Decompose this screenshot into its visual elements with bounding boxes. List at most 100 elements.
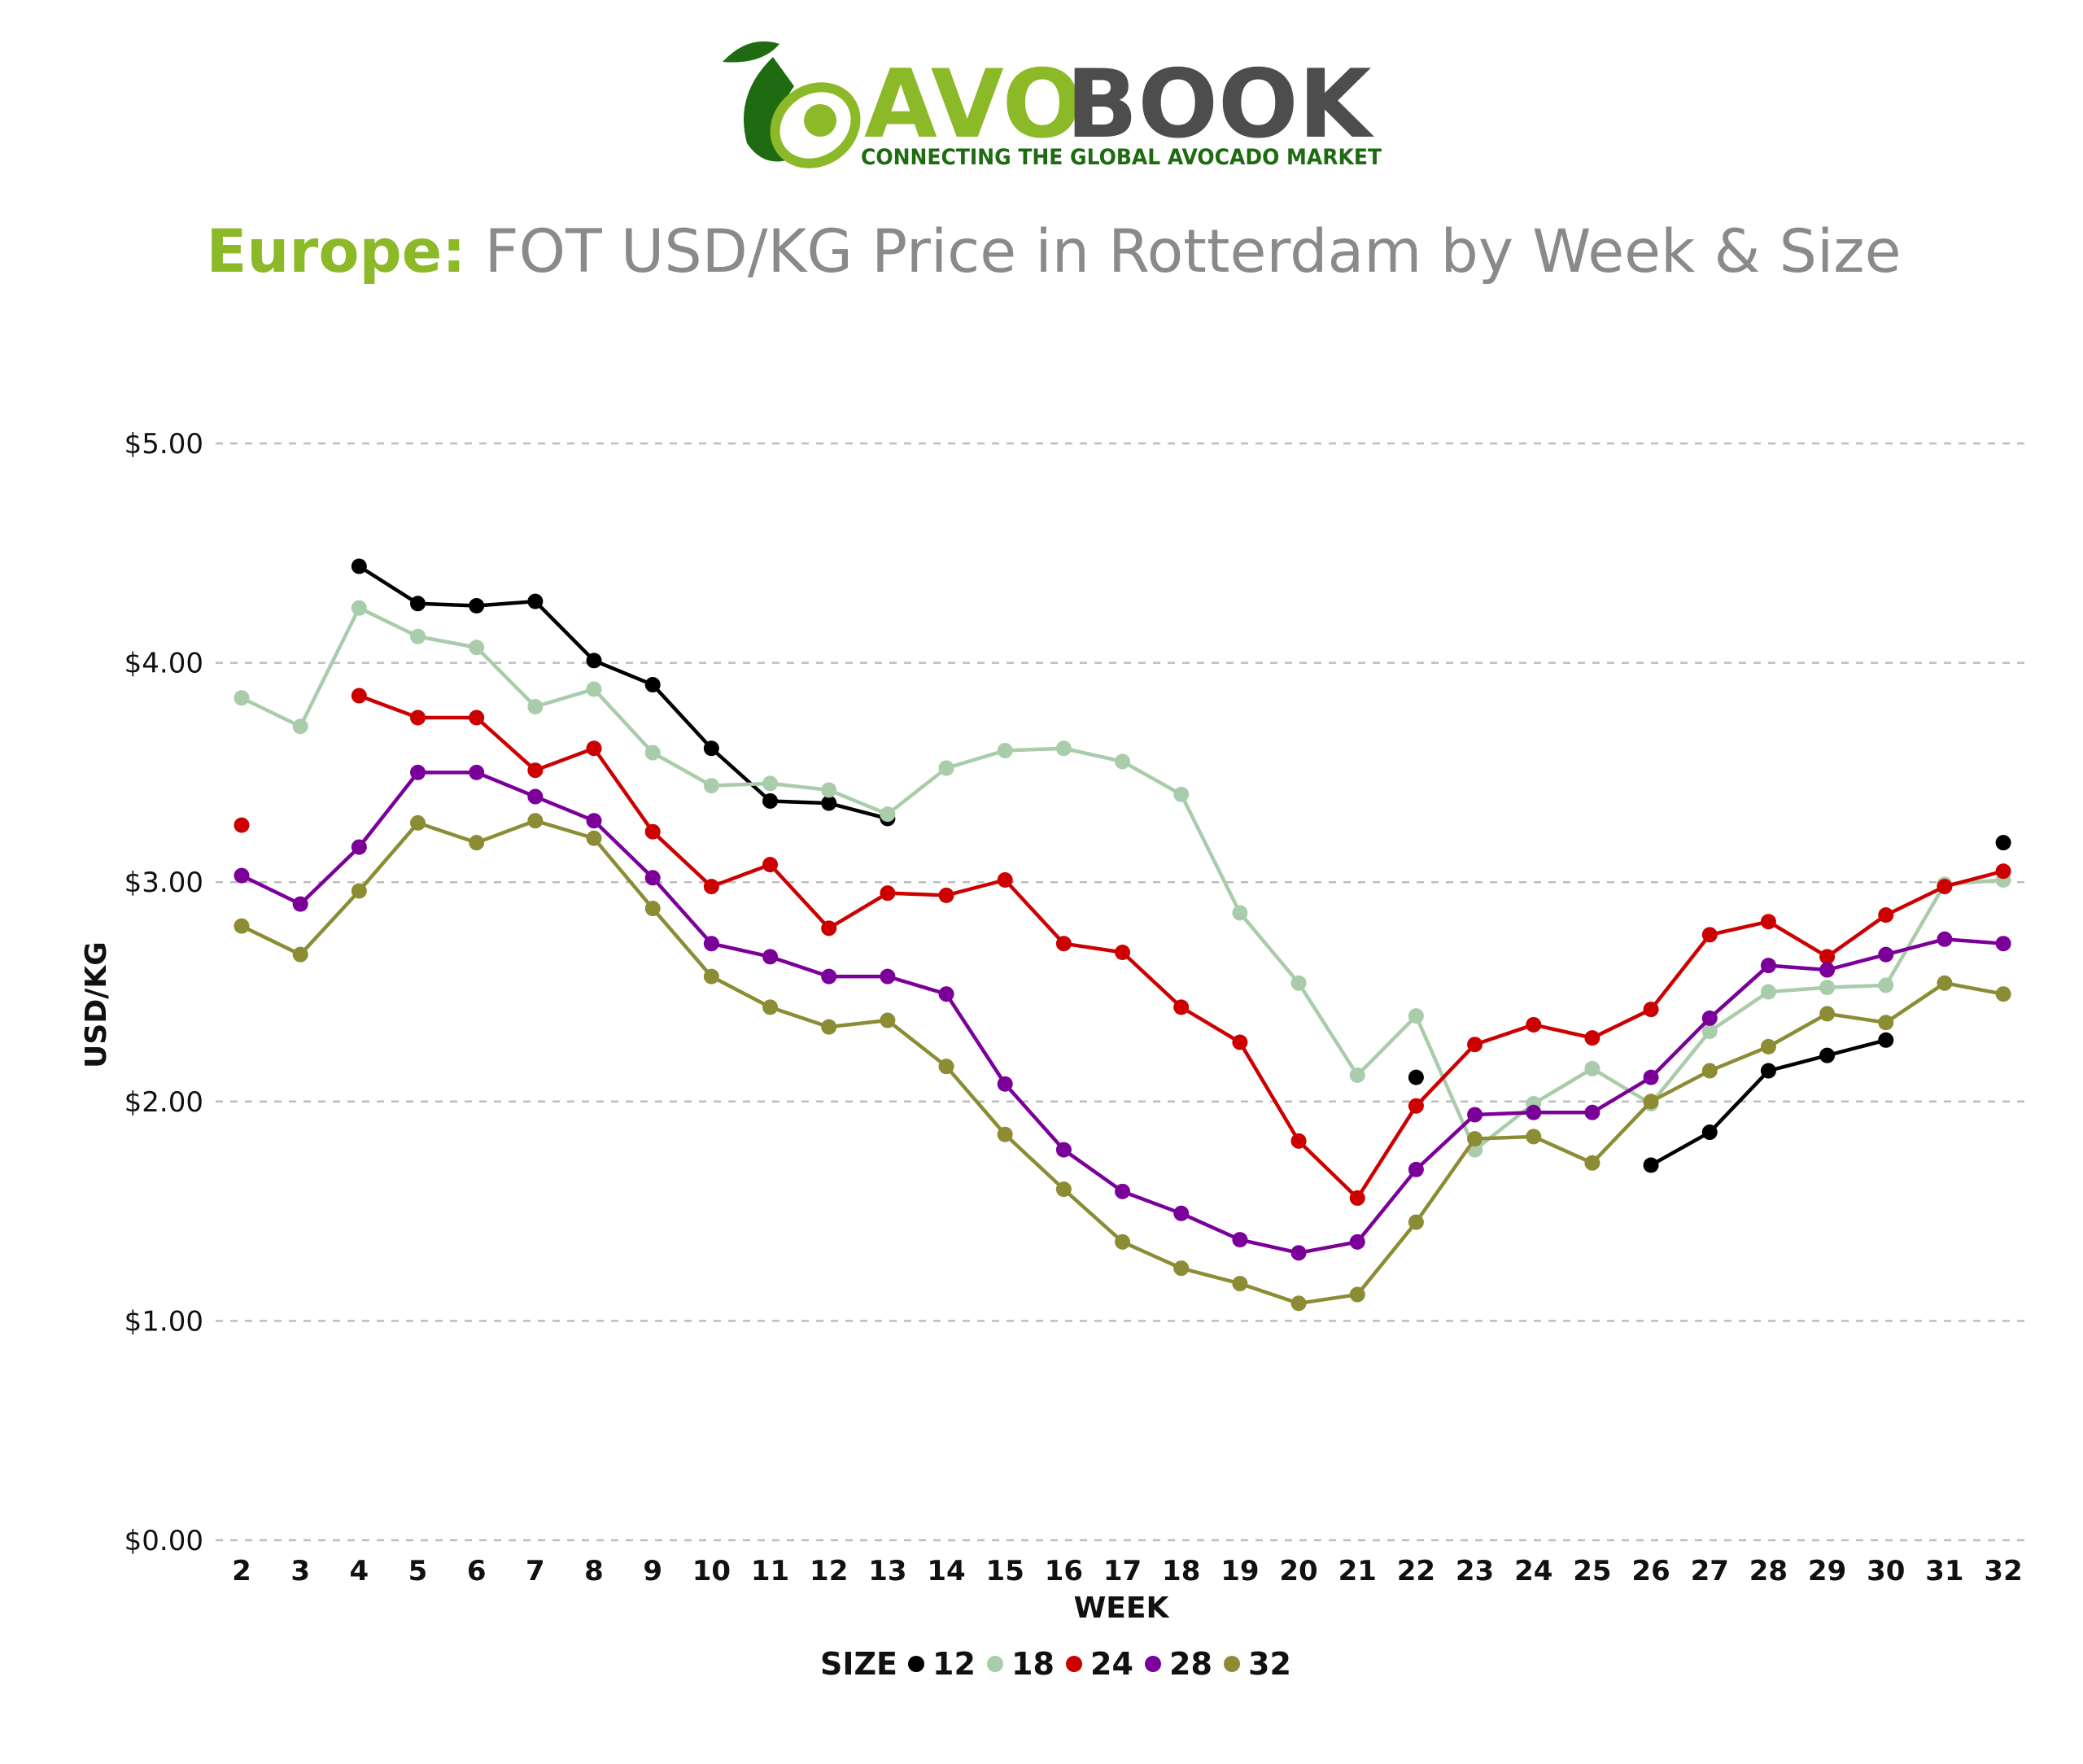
data-point <box>880 968 896 985</box>
data-point <box>1643 1157 1659 1173</box>
x-tick-label: 8 <box>584 1555 604 1587</box>
legend-item-24: 24 <box>1090 1646 1133 1682</box>
chart-title: Europe: FOT USD/KG Price in Rotterdam by… <box>187 207 1920 297</box>
data-point <box>644 744 661 761</box>
data-point <box>703 879 719 895</box>
legend: SIZE 12 18 24 28 32 <box>820 1646 1291 1682</box>
y-tick-label: $3.00 <box>124 867 203 899</box>
x-tick-label: 19 <box>1221 1555 1259 1587</box>
data-point <box>1290 975 1307 991</box>
data-point <box>1995 986 2011 1002</box>
data-point <box>1408 1214 1424 1230</box>
y-tick-label: $5.00 <box>124 428 203 461</box>
data-point <box>1115 1233 1131 1250</box>
data-point <box>1701 1024 1718 1040</box>
data-point <box>938 760 954 776</box>
data-point <box>1937 931 1953 947</box>
x-tick-label: 21 <box>1338 1555 1377 1587</box>
data-point <box>821 782 837 798</box>
data-point <box>1290 1245 1307 1261</box>
data-point <box>1819 962 1836 978</box>
data-point <box>762 857 779 873</box>
x-tick-label: 23 <box>1456 1555 1494 1587</box>
x-tick-label: 17 <box>1103 1555 1142 1587</box>
data-point <box>527 788 544 805</box>
data-point <box>938 986 954 1002</box>
data-point <box>762 792 779 809</box>
data-point <box>1173 999 1190 1015</box>
logo-tagline: CONNECTING THE GLOBAL AVOCADO MARKET <box>861 145 1382 170</box>
data-point <box>821 795 837 811</box>
data-point <box>1760 1038 1776 1054</box>
chart-title-text: FOT USD/KG Price in Rotterdam by Week & … <box>465 217 1902 286</box>
data-point <box>1467 1037 1483 1053</box>
data-point <box>410 814 426 831</box>
legend-marker <box>908 1656 924 1672</box>
data-point <box>1173 1205 1190 1221</box>
data-point <box>1115 1183 1131 1199</box>
data-point <box>1819 980 1836 996</box>
x-tick-label: 3 <box>290 1555 310 1587</box>
data-point <box>586 740 602 757</box>
data-point <box>1408 1098 1424 1114</box>
avocado-icon <box>723 41 861 168</box>
data-point <box>351 688 367 704</box>
data-point <box>469 835 485 851</box>
data-point <box>1878 1032 1894 1048</box>
x-tick-label: 13 <box>868 1555 906 1587</box>
chart-title-region: Europe: <box>206 217 466 286</box>
data-point <box>880 806 896 823</box>
series-line-32 <box>241 819 2004 1306</box>
logo-brand-book: BOOK <box>1066 50 1375 159</box>
data-point <box>292 896 308 912</box>
data-point <box>1349 1286 1365 1303</box>
data-point <box>1526 1016 1542 1033</box>
data-point <box>1995 936 2011 952</box>
x-tick-label: 16 <box>1045 1555 1083 1587</box>
data-point <box>1643 1069 1659 1085</box>
data-point <box>997 1076 1013 1092</box>
data-point <box>1701 1010 1718 1026</box>
legend-item-32: 32 <box>1248 1646 1291 1682</box>
data-point <box>1760 958 1776 974</box>
data-point <box>1760 914 1776 930</box>
data-point <box>1819 1006 1836 1022</box>
data-point <box>234 817 250 833</box>
data-point <box>703 740 719 757</box>
data-point <box>880 1012 896 1028</box>
data-point <box>1584 1060 1600 1076</box>
series-18 <box>234 600 2011 1158</box>
data-point <box>1584 1030 1600 1046</box>
x-tick-label: 24 <box>1514 1555 1552 1587</box>
data-point <box>1701 1063 1718 1079</box>
data-point <box>1995 835 2011 851</box>
data-point <box>527 813 544 829</box>
data-point <box>1760 1063 1776 1079</box>
series-line-12 <box>358 565 889 821</box>
avobook-logo: AVO BOOK CONNECTING THE GLOBAL AVOCADO M… <box>723 41 1382 170</box>
data-point <box>1173 786 1190 802</box>
data-point <box>997 742 1013 758</box>
x-tick-label: 4 <box>350 1555 369 1587</box>
data-point <box>351 600 367 616</box>
data-point <box>1878 1015 1894 1031</box>
y-axis-title: USD/KG <box>80 941 113 1068</box>
data-point <box>351 883 367 899</box>
data-point <box>1643 1002 1659 1018</box>
data-point <box>351 839 367 855</box>
data-point <box>234 690 250 706</box>
data-point <box>880 885 896 902</box>
series-24 <box>234 688 2011 1206</box>
y-axis-ticks: $0.00 $1.00 $2.00 $3.00 $4.00 $5.00 <box>124 428 203 1557</box>
data-point <box>1584 1104 1600 1120</box>
data-point <box>1055 936 1072 952</box>
legend-marker <box>1224 1656 1240 1672</box>
data-point <box>1937 879 1953 895</box>
data-point <box>1995 863 2011 880</box>
data-point <box>1878 907 1894 923</box>
gridlines <box>216 442 2026 1542</box>
x-tick-label: 32 <box>1984 1555 2022 1587</box>
x-tick-label: 20 <box>1279 1555 1317 1587</box>
data-point <box>1701 1124 1718 1141</box>
x-tick-label: 6 <box>467 1555 487 1587</box>
